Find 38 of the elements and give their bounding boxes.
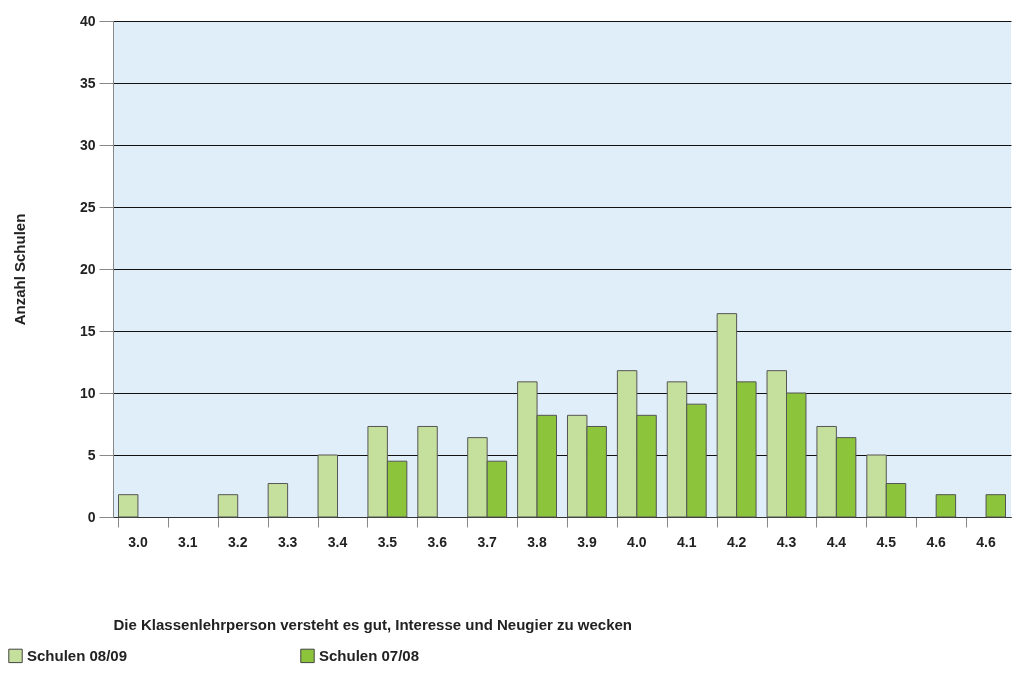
y-tick-label: 5 <box>87 446 96 463</box>
x-tick-label: 4.6 <box>976 533 996 550</box>
x-tick-label: 4.1 <box>676 533 697 550</box>
y-tick-label: 20 <box>79 260 96 277</box>
x-axis-title: Die Klassenlehrperson versteht es gut, Interesse und Neugier zu wecken <box>113 615 633 633</box>
y-axis-title: Anzahl Schulen <box>10 213 28 326</box>
x-tick-label: 4.6 <box>926 533 947 550</box>
x-tick-label: 3.0 <box>128 533 148 550</box>
legend-label: Schulen 08/09 <box>27 646 128 664</box>
x-tick-label: 3.1 <box>178 533 198 550</box>
x-tick-label: 3.8 <box>527 533 547 550</box>
x-tick-label: 3.2 <box>227 533 248 550</box>
x-tick-label: 4.5 <box>876 533 897 550</box>
y-tick-label: 30 <box>79 136 96 153</box>
x-tick-label: 3.9 <box>577 533 597 550</box>
bar <box>267 483 289 518</box>
bar <box>935 494 957 518</box>
x-tick-label: 4.3 <box>776 533 797 550</box>
x-tick-label: 4.2 <box>726 533 747 550</box>
y-tick-label: 15 <box>79 322 96 339</box>
x-tick-label: 3.5 <box>377 533 398 550</box>
y-tick-label: 10 <box>79 384 96 401</box>
bar <box>417 425 438 518</box>
x-tick-label: 4.0 <box>627 533 647 550</box>
bar <box>217 494 239 518</box>
legend-label: Schulen 07/08 <box>319 646 420 664</box>
y-tick-label: 0 <box>87 508 96 525</box>
x-tick-label: 3.4 <box>327 533 348 550</box>
y-tick-label: 35 <box>79 74 96 91</box>
y-tick-label: 25 <box>79 198 96 215</box>
y-tick-label: 40 <box>79 12 96 29</box>
x-tick-label: 4.4 <box>826 533 847 550</box>
bar <box>317 454 338 518</box>
bar <box>985 494 1007 518</box>
x-tick-label: 3.7 <box>477 533 498 550</box>
bar <box>117 494 139 518</box>
x-tick-label: 3.6 <box>427 533 448 550</box>
x-tick-label: 3.3 <box>277 533 298 550</box>
